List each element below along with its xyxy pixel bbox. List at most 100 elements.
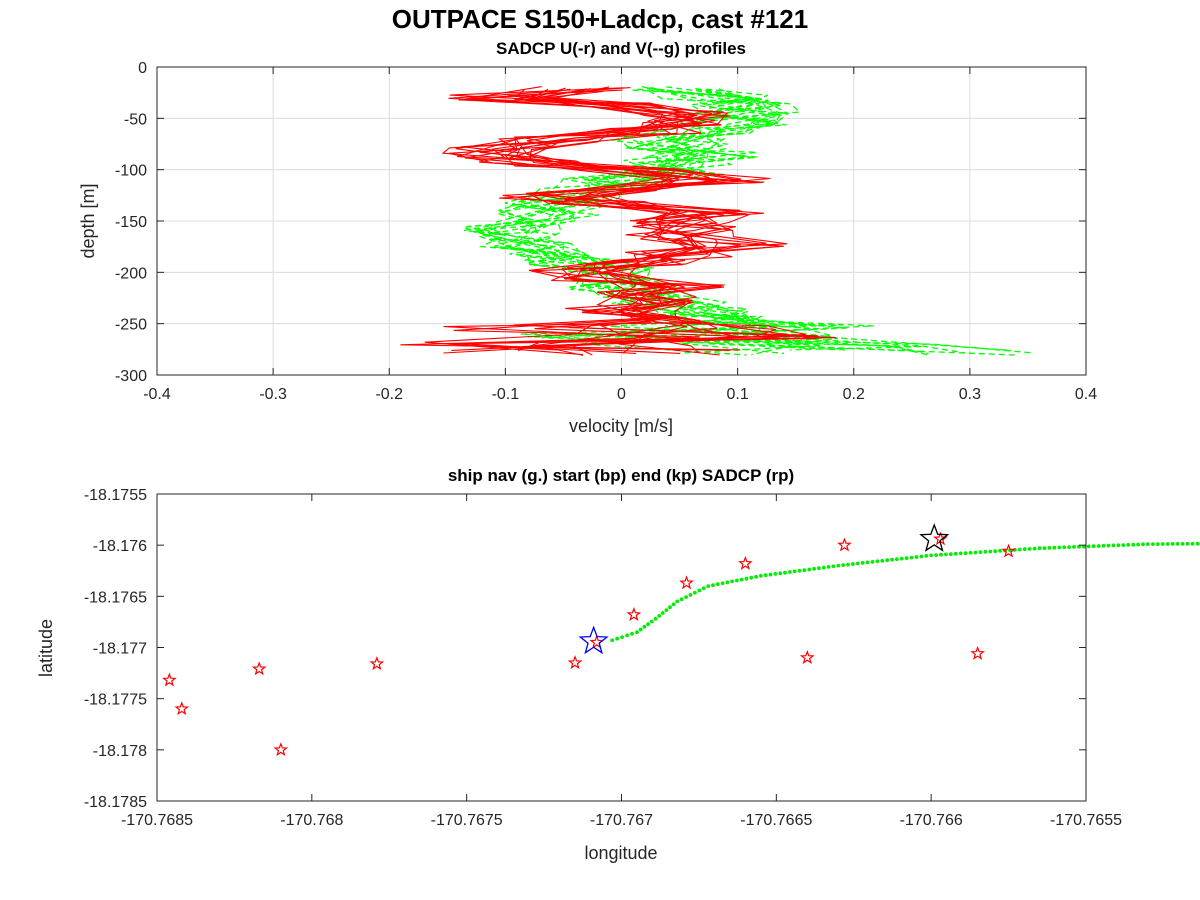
nav-point <box>924 554 929 558</box>
nav-point <box>660 611 665 615</box>
nav-point <box>1062 545 1067 550</box>
u-profiles <box>400 86 836 356</box>
nav-point <box>638 627 643 632</box>
nav-point <box>860 561 865 565</box>
nav-point <box>1131 542 1136 547</box>
v-profile-line <box>487 89 1016 356</box>
nav-point <box>890 557 894 562</box>
nav-point <box>635 630 639 635</box>
nav-point <box>646 622 650 627</box>
profile-ylabel: depth [m] <box>78 183 98 258</box>
nav-plot-area <box>157 494 1086 801</box>
nav-ytick-label: -18.176 <box>93 538 147 555</box>
profile-ytick-label: -100 <box>115 163 147 180</box>
nav-xtick-label: -170.766 <box>900 812 963 829</box>
nav-point <box>788 570 792 574</box>
nav-point <box>1116 543 1121 548</box>
nav-point <box>802 568 807 572</box>
nav-point <box>649 619 654 624</box>
nav-point <box>720 581 725 586</box>
nav-point <box>1170 542 1175 546</box>
nav-point <box>754 574 758 579</box>
nav-point <box>1111 543 1116 548</box>
nav-point <box>630 631 634 636</box>
nav-point <box>620 635 624 639</box>
nav-point <box>675 599 680 604</box>
nav-point <box>1190 541 1195 546</box>
sadcp-star <box>589 634 605 649</box>
nav-point <box>958 551 963 556</box>
nav-ylabel: latitude <box>36 619 56 677</box>
u-profile-line <box>469 90 836 352</box>
sadcp-star <box>162 672 177 687</box>
nav-point <box>821 565 826 570</box>
profile-ytick-label: -50 <box>124 111 147 128</box>
profile-xtick-label: -0.4 <box>143 386 171 403</box>
nav-xtick-label: -170.767 <box>590 812 653 829</box>
nav-point <box>1175 542 1180 546</box>
nav-point <box>836 563 841 568</box>
nav-ticks: -170.7685 -170.768 -170.7675 -170.767 -170.7… <box>84 487 1122 829</box>
nav-point <box>846 562 850 567</box>
nav-ytick-label: -18.177 <box>93 641 147 658</box>
nav-ytick-label: -18.1765 <box>84 589 147 606</box>
nav-point <box>817 566 821 571</box>
profile-xtick-label: -0.3 <box>259 386 287 403</box>
profile-ytick-label: -250 <box>115 317 147 334</box>
nav-title: ship nav (g.) start (bp) end (kp) SADCP … <box>448 466 794 485</box>
profile-xtick-label: 0.4 <box>1075 386 1097 403</box>
end-star <box>919 523 950 552</box>
sadcp-star <box>799 650 815 664</box>
nav-point <box>988 549 993 554</box>
nav-point <box>735 578 739 583</box>
nav-point <box>768 572 773 577</box>
start-end-markers <box>578 523 950 655</box>
velocity-profile-panel: -0.4 -0.3 -0.2 -0.1 0 0.1 0.2 0.3 0.4 0 -50 -100 -15… <box>78 39 1097 436</box>
nav-point <box>711 583 715 588</box>
nav-point <box>831 564 836 569</box>
v-profile-line <box>463 86 846 351</box>
profile-xtick-label: 0.3 <box>959 386 981 403</box>
nav-ytick-label: -18.178 <box>93 743 147 760</box>
nav-point <box>1136 542 1140 547</box>
nav-point <box>885 558 890 563</box>
nav-point <box>904 556 909 560</box>
nav-point <box>983 549 988 554</box>
nav-point <box>1101 543 1106 548</box>
profile-ytick-label: -300 <box>115 368 147 385</box>
nav-point <box>615 636 620 641</box>
nav-point <box>749 575 754 580</box>
nav-point <box>963 551 968 555</box>
profile-ytick-label: 0 <box>138 60 147 77</box>
nav-point <box>693 590 697 595</box>
nav-point <box>826 565 831 569</box>
v-profile-line <box>463 87 822 354</box>
nav-xtick-label: -170.7665 <box>740 812 812 829</box>
nav-point <box>865 560 870 565</box>
nav-point <box>1155 542 1160 546</box>
nav-point <box>1106 543 1111 548</box>
nav-point <box>1126 543 1131 547</box>
sadcp-star <box>626 607 642 622</box>
nav-point <box>763 573 768 578</box>
nav-point <box>797 568 802 573</box>
nav-point <box>1146 542 1150 546</box>
nav-point <box>715 582 720 587</box>
profile-xlabel: velocity [m/s] <box>569 416 673 436</box>
v-profile-line <box>499 88 929 355</box>
nav-point <box>642 624 647 629</box>
nav-point <box>914 555 919 559</box>
nav-point <box>688 593 693 597</box>
nav-point <box>851 562 855 566</box>
nav-xtick-label: -170.7655 <box>1050 812 1122 829</box>
nav-point <box>1017 547 1022 552</box>
sadcp-positions <box>162 531 1016 757</box>
v-profile-line <box>503 88 833 355</box>
nav-point <box>1042 546 1047 550</box>
nav-point <box>759 574 763 578</box>
nav-point <box>812 566 816 571</box>
nav-point <box>664 608 669 612</box>
nav-point <box>944 552 948 557</box>
profile-xtick-label: -0.1 <box>492 386 520 403</box>
nav-point <box>1121 543 1126 547</box>
